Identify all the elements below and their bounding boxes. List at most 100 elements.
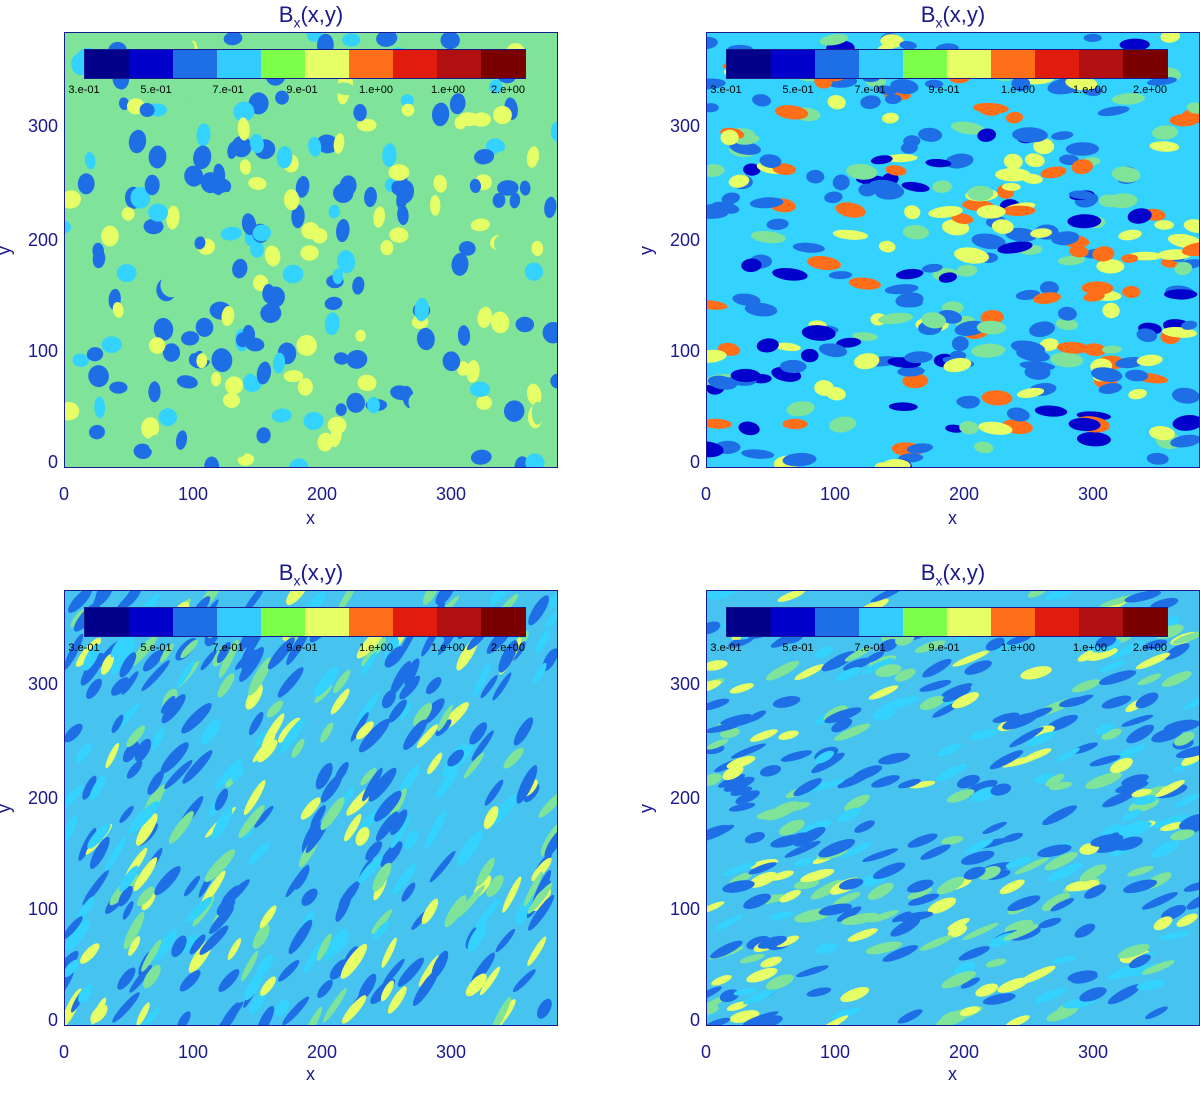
field-blob [92, 242, 105, 259]
field-blob [458, 112, 480, 127]
field-blob [160, 742, 189, 774]
field-blob [946, 789, 975, 803]
field-blob [1055, 318, 1079, 331]
field-blob [868, 179, 902, 196]
colorbar-swatch [129, 50, 173, 78]
field-blob [414, 297, 430, 322]
heatmap-field [706, 590, 1200, 1026]
field-blob [1128, 388, 1147, 400]
field-blob [153, 317, 174, 341]
field-blob [64, 785, 84, 808]
colorbar-labels: 3.e-01 5.e-01 7.e-01 9.e-01 1.e+00 1.e+0… [68, 642, 530, 656]
field-blob [1135, 652, 1171, 670]
field-blob [525, 197, 548, 216]
field-blob [471, 730, 494, 762]
field-blob [211, 348, 233, 372]
field-blob [490, 311, 510, 334]
field-blob [248, 657, 272, 696]
field-blob [458, 241, 476, 256]
field-blob [335, 403, 347, 416]
x-tick-label: 0 [58, 484, 70, 504]
field-blob [267, 637, 295, 670]
colorbar-swatch [947, 50, 991, 78]
field-blob [252, 224, 272, 242]
field-blob [380, 980, 394, 1002]
field-blob [364, 186, 377, 208]
field-blob [706, 986, 722, 1002]
field-blob [181, 90, 193, 115]
field-blob [1121, 254, 1139, 263]
field-blob [1019, 965, 1056, 985]
field-blob [814, 646, 834, 659]
field-blob [1098, 660, 1127, 673]
x-tick-label: 0 [700, 1042, 712, 1062]
field-blob [882, 458, 911, 468]
y-tick-label: 100 [669, 341, 700, 361]
colorbar-label: 3.e-01 [68, 84, 100, 96]
field-blob [1164, 643, 1190, 660]
field-blob [523, 871, 543, 907]
field-blob [1101, 345, 1122, 354]
field-blob [947, 918, 970, 931]
field-blob [1172, 630, 1200, 645]
field-blob [836, 906, 862, 922]
field-blob [335, 892, 352, 922]
field-blob [710, 940, 743, 959]
field-blob [978, 421, 1013, 435]
field-blob [1057, 255, 1086, 266]
field-blob [519, 180, 531, 196]
field-blob [1161, 671, 1192, 688]
field-blob [757, 935, 788, 949]
field-blob [1129, 954, 1151, 969]
field-blob [1137, 673, 1162, 686]
field-blob [204, 849, 236, 883]
field-blob [486, 874, 504, 897]
field-blob [418, 955, 439, 987]
field-blob [706, 723, 741, 733]
field-blob [133, 857, 158, 892]
field-blob [360, 651, 377, 676]
field-blob [888, 402, 918, 412]
field-blob [885, 94, 902, 105]
field-blob [77, 173, 95, 195]
field-blob [782, 418, 808, 430]
field-blob [1002, 712, 1039, 730]
field-blob [1001, 832, 1023, 843]
field-blob [1160, 931, 1191, 940]
colorbar-label: 7.e-01 [212, 84, 244, 96]
heatmap-plot: 3.e-01 5.e-01 7.e-01 9.e-01 1.e+00 1.e+0… [706, 590, 1200, 1026]
field-blob [963, 866, 986, 880]
field-blob [275, 90, 289, 105]
colorbar-swatch [903, 50, 947, 78]
field-blob [748, 862, 777, 875]
field-blob [726, 1001, 749, 1012]
field-blob [334, 82, 355, 96]
field-blob [922, 658, 952, 678]
field-blob [122, 901, 134, 920]
field-blob [1136, 354, 1163, 367]
colorbar-swatch [991, 50, 1035, 78]
field-blob [133, 443, 152, 460]
colorbar-label: 9.e-01 [928, 84, 960, 96]
field-blob [424, 809, 447, 849]
field-blob [1090, 833, 1124, 847]
field-blob [950, 121, 986, 135]
x-tick-label: 0 [58, 1042, 70, 1062]
field-blob [248, 177, 267, 190]
y-tick-label: 0 [689, 452, 700, 472]
field-blob [88, 365, 109, 388]
field-blob [831, 718, 853, 733]
field-blob [429, 850, 456, 883]
field-blob [924, 79, 944, 89]
field-blob [528, 595, 549, 626]
field-blob [365, 841, 383, 861]
field-blob [835, 202, 866, 218]
colorbar-labels: 3.e-01 5.e-01 7.e-01 9.e-01 1.e+00 1.e+0… [710, 84, 1172, 98]
field-blob [920, 844, 951, 860]
field-blob [531, 240, 544, 256]
field-blob [502, 876, 522, 913]
panel-title: Bx(x,y) [706, 0, 1200, 30]
field-blob [1051, 231, 1080, 246]
field-blob [770, 870, 794, 881]
field-blob [841, 841, 872, 859]
